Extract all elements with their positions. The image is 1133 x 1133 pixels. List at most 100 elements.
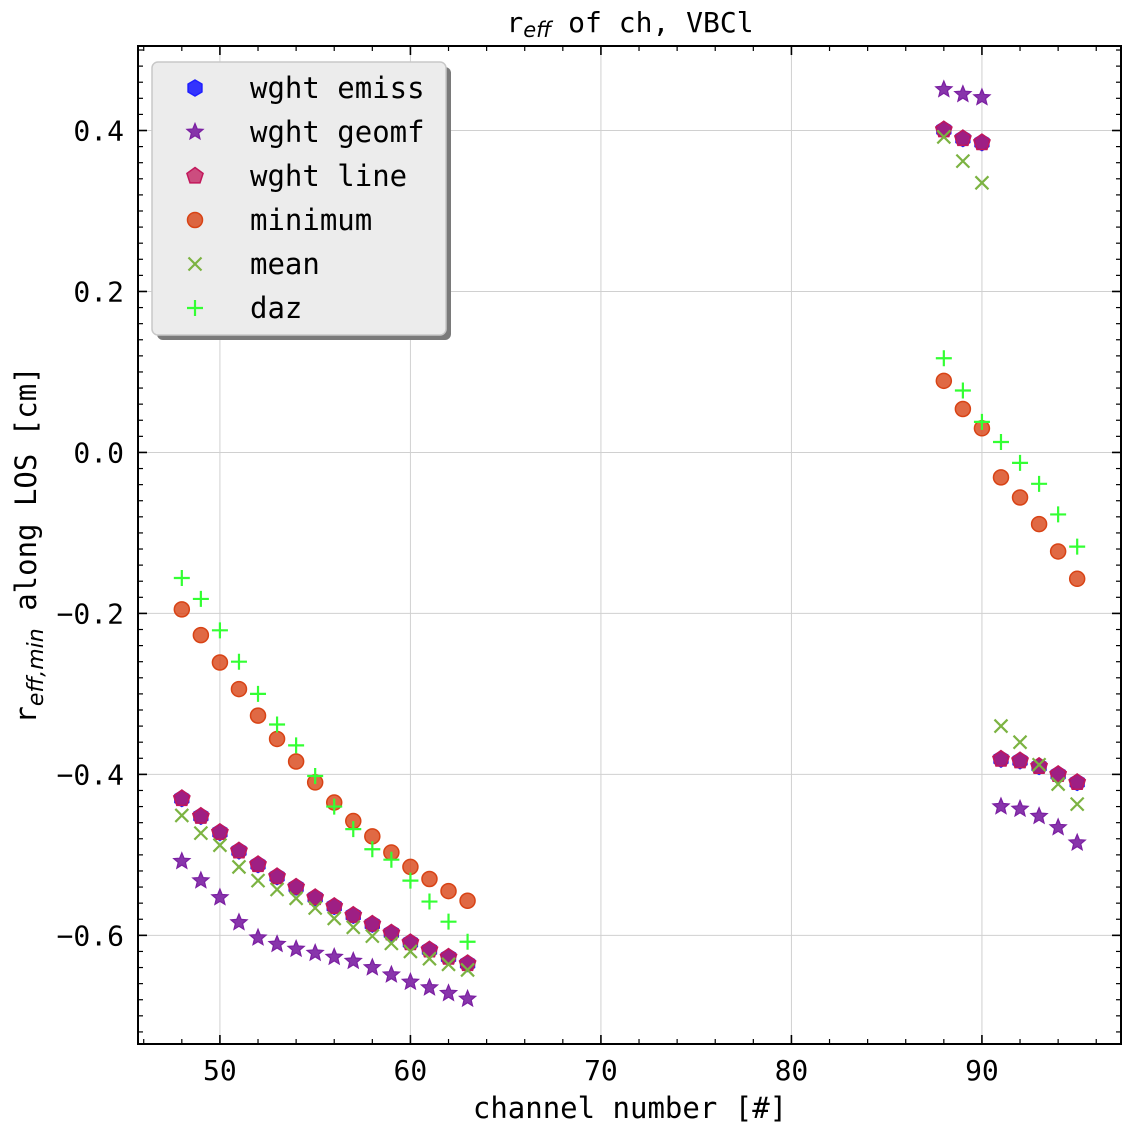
x-tick-label: 70: [584, 1054, 618, 1087]
point-daz: [230, 653, 247, 670]
point-wght-geomf: [191, 870, 211, 889]
legend-marker-wght-emiss: [187, 79, 203, 97]
point-daz: [326, 798, 343, 815]
point-daz: [307, 767, 324, 784]
y-tick-label: −0.2: [57, 597, 124, 630]
point-wght-geomf: [419, 977, 440, 996]
point-minimum: [935, 372, 953, 390]
point-minimum: [192, 626, 210, 644]
point-wght-line: [229, 841, 248, 859]
point-minimum: [268, 730, 286, 748]
point-wght-geomf: [991, 796, 1011, 815]
point-daz: [288, 737, 305, 754]
point-daz: [1031, 475, 1048, 492]
point-mean: [345, 920, 361, 935]
point-wght-line: [1068, 773, 1087, 791]
point-wght-line: [992, 749, 1010, 767]
legend-label: wght emiss: [250, 71, 425, 105]
point-wght-line: [401, 933, 420, 951]
point-wght-line: [287, 877, 306, 895]
x-tick-label: 60: [394, 1054, 428, 1087]
point-minimum: [992, 469, 1010, 486]
point-daz: [192, 590, 209, 607]
point-wght-geomf: [1029, 806, 1049, 825]
point-mean: [1012, 734, 1028, 750]
point-wght-geomf: [400, 971, 420, 991]
y-tick-label: 0.0: [73, 436, 124, 469]
legend-items: wght emiss wght geomf wght line minimum mean…: [185, 71, 425, 325]
point-mean: [974, 175, 990, 191]
x-tick-labels: 50 60 70 80 90: [203, 1054, 999, 1087]
point-wght-geomf: [210, 887, 230, 906]
point-minimum: [1049, 543, 1067, 560]
axis-ticks: [138, 46, 1121, 1044]
point-minimum: [211, 654, 229, 671]
point-minimum: [249, 707, 267, 724]
y-tick-label: 0.4: [73, 115, 124, 148]
point-wght-geomf: [248, 927, 268, 946]
point-wght-geomf: [1067, 832, 1087, 851]
series-daz: [173, 350, 1086, 950]
point-daz: [250, 685, 267, 702]
point-daz: [954, 382, 971, 399]
legend-item-daz: daz: [187, 291, 302, 325]
point-minimum: [954, 400, 972, 418]
point-wght-line: [306, 888, 325, 906]
point-mean: [326, 911, 342, 926]
point-wght-geomf: [267, 934, 287, 953]
point-wght-geomf: [305, 942, 325, 962]
point-wght-geomf: [438, 983, 459, 1002]
point-daz: [1069, 538, 1086, 555]
point-wght-geomf: [343, 951, 363, 970]
point-mean: [993, 718, 1009, 734]
point-wght-line: [382, 923, 401, 941]
point-wght-geomf: [953, 84, 973, 103]
legend-label: daz: [250, 291, 302, 325]
point-mean: [384, 936, 399, 951]
point-mean: [955, 153, 971, 169]
point-wght-geomf: [229, 912, 249, 931]
point-wght-geomf: [972, 87, 992, 106]
point-daz: [1050, 506, 1067, 523]
point-minimum: [440, 882, 457, 900]
point-daz: [421, 893, 438, 910]
point-wght-geomf: [457, 988, 478, 1008]
point-minimum: [173, 601, 191, 618]
legend-item-wght-geomf: wght geomf: [185, 115, 425, 149]
legend-label: wght line: [250, 159, 407, 193]
point-wght-line: [344, 905, 363, 923]
point-minimum: [459, 892, 476, 909]
series-wght-geomf: [172, 79, 1087, 1008]
point-minimum: [287, 753, 305, 770]
y-tick-label: −0.6: [57, 919, 124, 952]
legend-box: [151, 61, 447, 336]
point-wght-geomf: [934, 79, 954, 98]
series-minimum: [173, 372, 1086, 909]
point-wght-line: [972, 133, 991, 151]
point-wght-geomf: [172, 851, 192, 870]
legend-marker-wght-geomf: [185, 121, 205, 141]
legend-item-wght-line: wght line: [186, 159, 407, 193]
point-mean: [403, 944, 418, 959]
point-wght-geomf: [381, 964, 401, 983]
y-tick-labels: −0.6 −0.4 −0.2 0.0 0.2 0.4: [57, 115, 124, 953]
point-mean: [1031, 757, 1047, 772]
point-wght-line: [210, 822, 229, 840]
point-mean: [1050, 776, 1066, 792]
legend: wght emiss wght geomf wght line minimum mean…: [151, 61, 451, 340]
legend-label: mean: [250, 247, 320, 281]
point-daz: [383, 851, 400, 868]
point-mean: [212, 837, 228, 853]
legend-item-minimum: minimum: [186, 203, 372, 237]
point-daz: [211, 622, 228, 639]
point-daz: [269, 716, 286, 733]
point-mean: [193, 825, 209, 841]
legend-label: wght geomf: [250, 115, 425, 149]
point-daz: [364, 841, 381, 858]
point-wght-line: [325, 896, 344, 914]
point-mean: [422, 951, 437, 966]
point-mean: [269, 882, 285, 897]
point-minimum: [402, 858, 419, 876]
point-mean: [250, 873, 266, 888]
point-mean: [936, 129, 952, 145]
